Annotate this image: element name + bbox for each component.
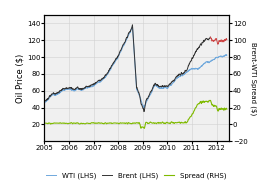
Spread (RHS): [225, 108, 228, 110]
Line: WTI (LHS): WTI (LHS): [44, 26, 227, 108]
Brent (LHS): [68, 86, 72, 88]
Brent (LHS): [84, 86, 87, 88]
Spread (RHS): [82, 122, 85, 125]
Brent (LHS): [110, 65, 113, 67]
Spread (RHS): [143, 127, 146, 130]
Line: Spread (RHS): Spread (RHS): [44, 100, 227, 128]
WTI (LHS): [225, 54, 228, 56]
WTI (LHS): [142, 107, 146, 109]
WTI (LHS): [168, 85, 171, 87]
WTI (LHS): [117, 54, 120, 57]
Brent (LHS): [142, 110, 146, 113]
Legend: WTI (LHS), Brent (LHS), Spread (RHS): WTI (LHS), Brent (LHS), Spread (RHS): [43, 169, 229, 181]
WTI (LHS): [111, 64, 114, 66]
Brent (LHS): [43, 100, 46, 102]
Brent (LHS): [209, 36, 212, 38]
WTI (LHS): [131, 25, 134, 27]
Spread (RHS): [209, 99, 212, 102]
WTI (LHS): [53, 94, 57, 96]
Y-axis label: Oil Price ($): Oil Price ($): [15, 53, 24, 103]
Brent (LHS): [62, 87, 65, 90]
Line: Brent (LHS): Brent (LHS): [44, 25, 210, 112]
Spread (RHS): [53, 122, 57, 124]
Y-axis label: Brent-WTI Spread ($): Brent-WTI Spread ($): [251, 42, 257, 115]
WTI (LHS): [82, 89, 85, 91]
WTI (LHS): [118, 52, 121, 54]
Brent (LHS): [170, 81, 173, 83]
Brent (LHS): [181, 73, 184, 75]
Spread (RHS): [111, 122, 114, 124]
Spread (RHS): [118, 122, 121, 124]
Spread (RHS): [117, 123, 120, 125]
Spread (RHS): [43, 122, 46, 125]
Brent (LHS): [131, 24, 134, 26]
Spread (RHS): [168, 122, 171, 124]
WTI (LHS): [43, 102, 46, 104]
